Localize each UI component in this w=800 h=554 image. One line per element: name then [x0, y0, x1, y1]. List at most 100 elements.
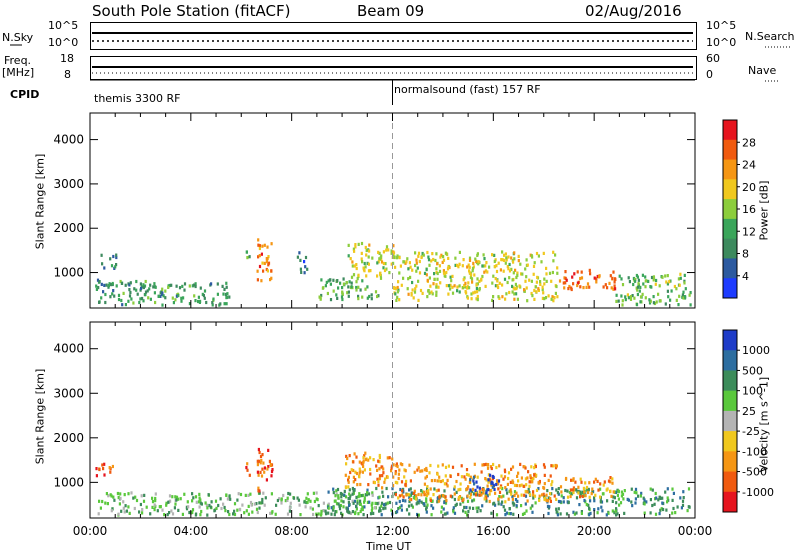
data-cell [575, 511, 578, 515]
data-cell [652, 278, 655, 282]
data-cell [99, 506, 102, 510]
data-cell [397, 280, 400, 284]
data-cell [469, 495, 472, 499]
data-cell [407, 277, 410, 281]
data-cell [236, 498, 239, 502]
data-cell [491, 485, 494, 489]
data-cell [488, 477, 491, 481]
data-cell [526, 263, 529, 267]
data-cell [269, 511, 272, 515]
data-cell [220, 506, 223, 511]
data-cell [649, 285, 652, 289]
data-cell [431, 252, 434, 256]
data-cell [570, 286, 573, 290]
data-cell [497, 487, 500, 491]
data-cell [424, 492, 427, 497]
data-cell [119, 279, 122, 284]
data-cell [578, 503, 581, 507]
data-cell [526, 476, 529, 480]
data-cell [535, 280, 538, 284]
data-cell [337, 286, 340, 290]
data-cell [496, 279, 499, 283]
data-cell [460, 464, 463, 468]
data-cell [353, 488, 356, 492]
data-cell [466, 286, 469, 290]
colorbar-cell-power [723, 218, 737, 240]
data-cell [122, 506, 125, 510]
data-cell [661, 496, 664, 500]
data-cell [615, 501, 618, 505]
data-cell [408, 488, 411, 492]
data-cell [597, 488, 600, 492]
data-cell [172, 301, 175, 305]
data-cell [398, 494, 401, 498]
data-cell [436, 479, 439, 483]
data-cell [161, 508, 164, 512]
data-cell [558, 279, 562, 283]
data-cell [385, 248, 388, 252]
data-cell [433, 487, 436, 491]
data-cell [636, 285, 640, 289]
data-cell [655, 496, 658, 500]
data-cell [531, 294, 534, 298]
data-cell [143, 493, 146, 497]
data-cell [557, 507, 560, 511]
data-cell [140, 494, 143, 498]
data-cell [382, 261, 385, 266]
data-cell [524, 279, 527, 283]
data-cell [117, 512, 120, 516]
data-cell [476, 475, 479, 479]
data-cell [583, 490, 586, 494]
data-cell [270, 463, 274, 467]
data-cell [347, 478, 350, 482]
data-cell [429, 497, 432, 501]
data-cell [349, 511, 352, 515]
data-cell [559, 500, 562, 504]
data-cell [516, 297, 519, 301]
data-cell [614, 287, 617, 291]
data-cell [363, 505, 366, 509]
data-cell [552, 464, 555, 468]
data-cell [267, 448, 270, 452]
data-cell [501, 258, 504, 262]
data-cell [532, 493, 535, 497]
data-cell [378, 460, 381, 464]
data-cell [557, 499, 561, 504]
data-cell [474, 490, 478, 495]
data-cell [446, 484, 449, 488]
data-cell [485, 499, 488, 503]
data-cell [682, 290, 685, 294]
data-cell [565, 512, 569, 516]
data-cell [258, 450, 261, 455]
data-cell [503, 508, 507, 512]
data-cell [363, 468, 366, 472]
data-cell [676, 505, 679, 509]
data-cell [412, 491, 415, 495]
data-cell [101, 262, 104, 266]
data-cell [441, 494, 445, 498]
cpid-label: CPID [10, 88, 40, 101]
data-cell [388, 456, 391, 460]
data-cell [284, 499, 287, 503]
data-cell [413, 470, 416, 474]
data-cell [487, 473, 490, 477]
data-cell [378, 477, 381, 481]
data-cell [130, 491, 133, 495]
data-cell [236, 508, 239, 512]
data-cell [307, 498, 310, 502]
data-cell [355, 285, 358, 290]
ytick-label: 4000 [53, 342, 84, 356]
data-cell [361, 260, 364, 264]
data-cell [423, 482, 426, 486]
data-cell [464, 281, 467, 285]
data-cell [555, 510, 558, 514]
data-cell [359, 482, 362, 487]
data-cell [513, 502, 516, 506]
data-cell [112, 289, 115, 293]
data-cell [428, 471, 431, 475]
data-cell [427, 258, 431, 262]
data-cell [434, 258, 437, 263]
data-cell [542, 463, 546, 467]
data-cell [367, 492, 371, 496]
data-cell [607, 511, 610, 515]
